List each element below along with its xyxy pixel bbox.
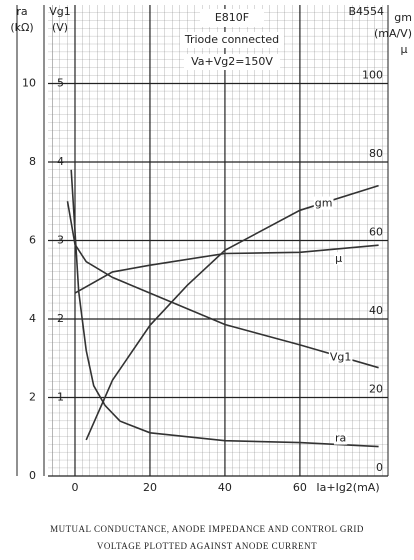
y3-label: Vg1	[49, 5, 71, 18]
x-tick-label: 20	[143, 481, 157, 494]
y2-label: (mA/V)	[374, 27, 412, 40]
series-label: gm	[315, 197, 333, 210]
y2-tick-label: 40	[369, 304, 383, 317]
label-bg	[328, 350, 353, 364]
y-tick-label: 8	[29, 155, 36, 168]
series-label: μ	[335, 252, 342, 265]
series-line	[85, 184, 379, 441]
series-label: Vg1	[330, 351, 352, 364]
y-label: (kΩ)	[10, 21, 33, 34]
label-bg	[313, 196, 334, 210]
caption: MUTUAL CONDUCTANCE, ANODE IMPEDANCE AND …	[50, 524, 364, 534]
label-bg	[200, 9, 264, 27]
label-bg	[180, 32, 284, 48]
series-line	[74, 244, 379, 294]
y3-tick-label: -4	[53, 155, 64, 168]
y3-tick-label: -5	[53, 77, 64, 90]
x-label: Ia+Ig2(mA)	[316, 481, 379, 494]
y2-tick-label: 100	[362, 69, 383, 82]
code: B4554	[348, 5, 384, 18]
y2-tick-label: 20	[369, 383, 383, 396]
y2-label: gm	[394, 11, 412, 24]
y3-tick-label: -1	[53, 391, 64, 404]
y2-tick-label: 80	[369, 147, 383, 160]
subtitle: Triode connected	[184, 33, 279, 46]
y2-tick-label: 60	[369, 226, 383, 239]
y-tick-label: 6	[29, 234, 36, 247]
y-label: ra	[16, 5, 27, 18]
y2-tick-label: 0	[376, 461, 383, 474]
x-tick-label: 0	[71, 481, 78, 494]
label-bg	[334, 252, 344, 266]
y2-label: μ	[401, 43, 408, 56]
y3-tick-label: -2	[53, 312, 64, 325]
condition: Va+Vg2=150V	[191, 55, 273, 68]
y-tick-label: 0	[29, 469, 36, 482]
y-tick-label: 10	[22, 77, 36, 90]
label-bg	[333, 431, 348, 445]
caption: VOLTAGE PLOTTED AGAINST ANODE CURRENT	[97, 541, 317, 551]
series-line	[66, 201, 379, 369]
series-line	[70, 169, 379, 448]
y3-label: (V)	[52, 21, 68, 34]
y-tick-label: 4	[29, 312, 36, 325]
series-label: ra	[335, 432, 346, 445]
y3-tick-label: -3	[53, 234, 64, 247]
title: E810F	[215, 11, 249, 24]
x-tick-label: 40	[218, 481, 232, 494]
y-tick-label: 2	[29, 391, 36, 404]
label-bg	[184, 54, 280, 70]
x-tick-label: 60	[293, 481, 307, 494]
plot: 0 20 40 60 0 2 4 6 8 10 -1 -2 -3 -4 -5 0 20 40 60 80 100 gm μ V…	[22, 5, 388, 494]
